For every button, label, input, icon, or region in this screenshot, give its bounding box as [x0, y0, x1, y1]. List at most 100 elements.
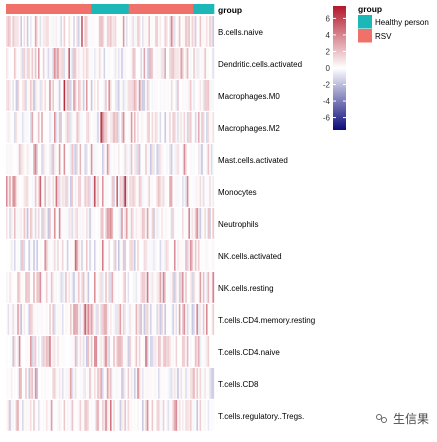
heatmap-cell [23, 176, 26, 207]
heatmap-cell [111, 144, 114, 175]
heatmap-cell [41, 80, 43, 111]
heatmap-cell [36, 304, 39, 335]
heatmap-cell [140, 16, 143, 47]
heatmap-cell [122, 16, 125, 47]
heatmap-cell [142, 304, 144, 335]
heatmap-cell [79, 80, 82, 111]
heatmap-cell [34, 400, 37, 431]
heatmap-cell [92, 48, 95, 79]
heatmap-cell [71, 240, 74, 271]
heatmap-cell [94, 80, 96, 111]
heatmap-cell [150, 176, 152, 207]
heatmap-cell [66, 144, 69, 175]
heatmap-cell [140, 208, 143, 239]
heatmap-cell [9, 112, 11, 143]
heatmap-cell [167, 208, 170, 239]
heatmap-cell [172, 144, 175, 175]
heatmap-cell [36, 112, 39, 143]
heatmap-cell [25, 80, 27, 111]
heatmap-cell [44, 176, 47, 207]
heatmap-cell [135, 144, 138, 175]
heatmap-cell [174, 144, 176, 175]
heatmap-cell [74, 336, 77, 367]
heatmap-cell [185, 368, 187, 399]
heatmap-cell [174, 400, 176, 431]
heatmap-cell [153, 80, 155, 111]
heatmap-cell [84, 16, 87, 47]
heatmap-cell [185, 208, 187, 239]
heatmap-cell [79, 400, 82, 431]
heatmap-cell [113, 16, 115, 47]
heatmap-cell [78, 176, 80, 207]
heatmap-cell [14, 368, 16, 399]
heatmap-cell [52, 16, 55, 47]
heatmap-cell [41, 16, 43, 47]
heatmap-cell [79, 304, 82, 335]
heatmap-cell [190, 208, 192, 239]
heatmap-cell [39, 400, 42, 431]
heatmap-cell [137, 304, 139, 335]
heatmap-cell [71, 336, 74, 367]
heatmap-cell [79, 240, 82, 271]
heatmap-cell [153, 272, 155, 303]
heatmap-cell [151, 112, 154, 143]
heatmap-cell [54, 240, 56, 271]
heatmap-cell [92, 112, 95, 143]
heatmap-cell [196, 304, 199, 335]
heatmap-cell [199, 272, 202, 303]
heatmap-cell [134, 304, 136, 335]
heatmap-cell [60, 176, 63, 207]
heatmap-cell [198, 240, 200, 271]
heatmap-cell [212, 16, 215, 47]
heatmap-cell [186, 16, 189, 47]
heatmap-cell [162, 16, 165, 47]
heatmap-cell [151, 304, 154, 335]
heatmap-cell [202, 336, 205, 367]
heatmap-cell [23, 368, 26, 399]
heatmap-cell [46, 112, 48, 143]
heatmap-cell [102, 368, 104, 399]
heatmap-cell [137, 240, 139, 271]
heatmap-cell [39, 112, 42, 143]
heatmap-cell [33, 176, 35, 207]
heatmap-cell [73, 304, 75, 335]
heatmap-cell [116, 240, 119, 271]
heatmap-cell [22, 368, 24, 399]
heatmap-cell [121, 304, 123, 335]
heatmap-cell [159, 208, 162, 239]
heatmap-cell [62, 16, 64, 47]
heatmap-cell [7, 304, 10, 335]
heatmap-cell [148, 176, 151, 207]
heatmap-cell [118, 400, 120, 431]
heatmap-cell [114, 144, 117, 175]
heatmap-cell [106, 112, 109, 143]
heatmap-cell [87, 272, 90, 303]
heatmap-cell [86, 48, 88, 79]
heatmap-cell [121, 400, 123, 431]
heatmap-cell [55, 176, 58, 207]
heatmap-cell [177, 112, 179, 143]
heatmap-cell [204, 400, 207, 431]
heatmap-cell [198, 208, 200, 239]
heatmap-cell [196, 112, 199, 143]
heatmap-cell [105, 176, 107, 207]
heatmap-cell [12, 336, 15, 367]
heatmap-cell [60, 272, 63, 303]
heatmap-cell [121, 48, 123, 79]
heatmap-cell [113, 304, 115, 335]
annotation-segment [128, 4, 194, 14]
heatmap-cell [63, 48, 66, 79]
heatmap-cell [25, 48, 27, 79]
heatmap-cell [132, 272, 135, 303]
heatmap-cell [111, 272, 114, 303]
heatmap-cell [145, 368, 147, 399]
heatmap-cell [180, 208, 183, 239]
heatmap-cell [74, 48, 77, 79]
heatmap-cell [146, 112, 149, 143]
heatmap-cell [151, 400, 154, 431]
heatmap-cell [7, 400, 10, 431]
heatmap-cell [124, 336, 127, 367]
heatmap-cell [66, 112, 69, 143]
heatmap-cell [134, 240, 136, 271]
